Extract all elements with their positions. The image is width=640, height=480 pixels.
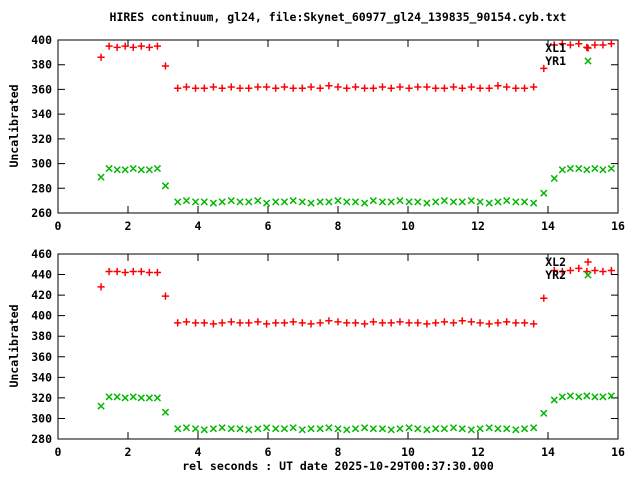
plot-border [57, 253, 619, 440]
x-tick-label: 0 [55, 445, 62, 459]
x-tick-label: 14 [541, 445, 555, 459]
y-tick-label: 320 [31, 132, 52, 146]
x-axis-label: rel seconds : UT date 2025-10-29T00:37:3… [182, 459, 494, 473]
series-YR1-points [97, 164, 615, 207]
legend-label-YR2: YR2 [545, 268, 566, 282]
y-tick-label: 280 [31, 432, 52, 446]
y-tick-label: 380 [31, 58, 52, 72]
x-ticks [57, 254, 619, 439]
y-tick-label: 300 [31, 157, 52, 171]
y-tick-label: 420 [31, 288, 52, 302]
x-tick-label: 4 [195, 219, 202, 233]
x-tick-labels: 0 2 4 6 8 10 12 14 16 [55, 219, 625, 233]
x-tick-label: 6 [265, 219, 272, 233]
y-tick-label: 360 [31, 82, 52, 96]
y-tick-label: 440 [31, 268, 52, 282]
y-tick-label: 400 [31, 33, 52, 47]
y-tick-label: 340 [31, 107, 52, 121]
y-ticks [58, 253, 618, 440]
x-tick-label: 0 [55, 219, 62, 233]
legend-label-YR1: YR1 [545, 54, 566, 68]
y-axis-label-bottom-panel: Uncalibrated [7, 304, 21, 388]
x-tick-label: 16 [611, 445, 625, 459]
x-tick-label: 14 [541, 219, 555, 233]
legend-marker-YR2 [584, 271, 592, 279]
x-tick-label: 6 [265, 445, 272, 459]
y-tick-label: 360 [31, 350, 52, 364]
y-tick-label: 380 [31, 329, 52, 343]
x-tick-label: 8 [335, 219, 342, 233]
y-tick-label: 460 [31, 247, 52, 261]
legend-label-XL1: XL1 [545, 41, 566, 55]
x-tick-label: 4 [195, 445, 202, 459]
panel-2: 0 2 4 6 8 10 12 14 16 280 300 320 340 360 380 400 420 440… [31, 247, 625, 459]
x-tick-label: 2 [125, 219, 132, 233]
x-tick-label: 10 [401, 219, 415, 233]
y-tick-label: 260 [31, 206, 52, 220]
y-tick-labels: 280 300 320 340 360 380 400 420 440 460 [31, 247, 52, 446]
legend-label-XL2: XL2 [545, 255, 566, 269]
y-tick-label: 400 [31, 309, 52, 323]
series-YR2-points [97, 392, 615, 434]
panel-1: 0 2 4 6 8 10 12 14 16 260 280 300 320 340 360 380 400 XL1… [31, 33, 625, 233]
y-axis-label-top-panel: Uncalibrated [7, 84, 21, 168]
y-tick-label: 320 [31, 391, 52, 405]
series-XL1-points [97, 40, 615, 92]
x-ticks [57, 40, 619, 213]
y-tick-labels: 260 280 300 320 340 360 380 400 [31, 33, 52, 220]
series-XL2-points [97, 264, 615, 328]
y-tick-label: 280 [31, 181, 52, 195]
x-tick-labels: 0 2 4 6 8 10 12 14 16 [55, 445, 625, 459]
legend-marker-XL1 [584, 44, 592, 52]
y-tick-label: 300 [31, 411, 52, 425]
legend-marker-XL2 [584, 258, 592, 266]
x-tick-label: 10 [401, 445, 415, 459]
plot-border [57, 39, 619, 214]
y-tick-label: 340 [31, 370, 52, 384]
y-ticks [58, 39, 618, 214]
legend-marker-YR1 [584, 57, 592, 65]
chart-title: HIRES continuum, gl24, file:Skynet_60977… [109, 10, 567, 24]
x-tick-label: 2 [125, 445, 132, 459]
x-tick-label: 12 [471, 445, 485, 459]
x-tick-label: 12 [471, 219, 485, 233]
x-tick-label: 16 [611, 219, 625, 233]
x-tick-label: 8 [335, 445, 342, 459]
